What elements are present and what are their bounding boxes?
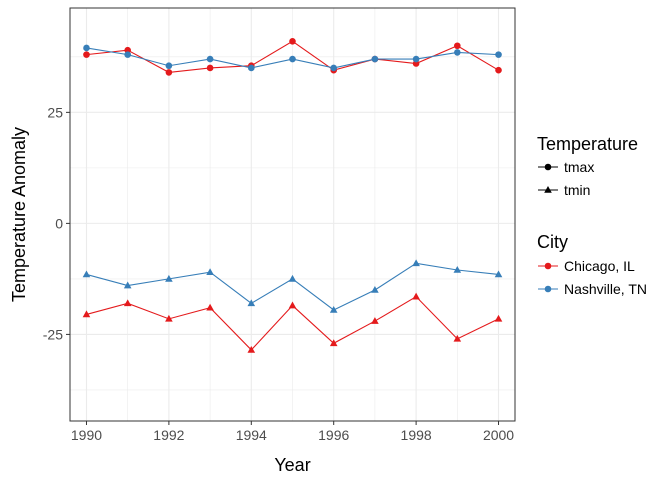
x-tick-label: 1990 [71,427,102,443]
legend-temperature-items: tmax tmin [538,159,594,198]
legend-item-nashville-tn: Nashville, TN [538,281,647,297]
data-point [371,317,379,324]
legend-city-items: Chicago, IL Nashville, TN [538,258,647,297]
panel-border [69,7,516,422]
data-point [165,62,173,70]
data-point [454,49,461,56]
data-point [123,299,132,307]
x-tick-label: 1998 [401,427,432,443]
data-point [329,339,338,347]
data-point [371,285,379,293]
data-point [453,334,462,342]
y-tick-label: 0 [55,215,63,231]
data-point [412,55,420,63]
x-tick-label: 1994 [236,427,267,443]
grid [70,8,515,421]
legend-city-title: City [537,232,568,252]
x-tick-label: 1996 [318,427,349,443]
data-point [247,299,256,307]
data-point [83,51,90,58]
data-point [453,266,462,273]
data-point [83,44,90,52]
legend-item-label: Nashville, TN [564,281,647,297]
data-point [82,310,91,318]
data-point [206,64,214,72]
legend-item-label: tmax [564,159,594,175]
data-point [247,64,255,72]
data-point [495,66,502,74]
data-point [289,38,296,45]
legend-temperature-title: Temperature [537,134,638,154]
y-tick-label: -25 [43,326,63,342]
legend-item-chicago-il: Chicago, IL [538,258,635,274]
data-point [494,270,503,278]
data-point [288,274,297,282]
data-point [82,270,91,278]
legend-key-circle [544,262,552,270]
legend: Temperature tmax tmin City Chicago, IL Nas… [537,134,647,297]
y-tick-label: 25 [47,104,63,120]
data-point [412,259,420,267]
y-axis-title: Temperature Anomaly [9,127,29,302]
data-point [165,69,173,76]
data-point [288,301,297,309]
x-axis-title: Year [274,455,310,475]
x-tick-label: 2000 [483,427,514,443]
data-point [123,281,132,289]
data-point [289,55,296,63]
series-layer [82,38,503,353]
data-point [329,305,338,313]
series-tmin-nashville-tn [82,259,503,313]
legend-key-circle [544,285,552,293]
data-point [330,64,338,72]
data-point [247,345,256,353]
data-point [124,51,131,58]
data-point [412,292,420,300]
legend-item-tmax: tmax [538,159,594,175]
series-tmax-nashville-tn [83,44,502,72]
data-point [206,55,214,63]
data-point [165,314,173,322]
data-point [495,51,502,58]
legend-key-triangle [544,186,552,193]
data-point [165,274,173,282]
x-tick-label: 1992 [153,427,184,443]
data-point [206,268,214,276]
data-point [494,314,503,322]
data-point [206,303,214,311]
legend-item-label: tmin [564,182,590,198]
legend-item-label: Chicago, IL [564,258,635,274]
axes: 1990 1992 1994 1996 1998 2000 25 0 -25 [43,104,515,443]
data-point [454,42,461,50]
series-tmin-chicago-il [82,292,503,353]
legend-item-tmin: tmin [538,182,590,198]
data-point [371,55,379,63]
legend-key-circle [544,163,552,171]
